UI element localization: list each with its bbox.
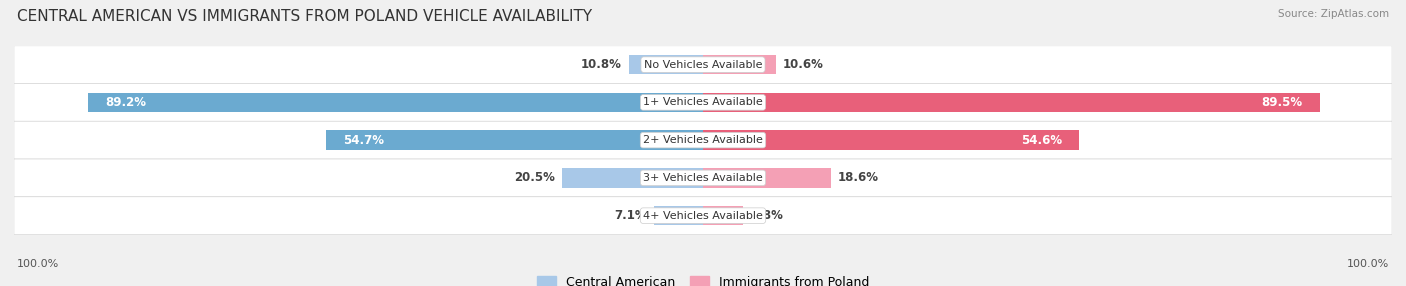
Bar xyxy=(562,168,703,188)
Text: 10.8%: 10.8% xyxy=(581,58,621,71)
Bar xyxy=(703,93,1320,112)
Text: 4+ Vehicles Available: 4+ Vehicles Available xyxy=(643,211,763,221)
Text: 89.2%: 89.2% xyxy=(105,96,146,109)
Text: 54.6%: 54.6% xyxy=(1021,134,1062,147)
Text: Source: ZipAtlas.com: Source: ZipAtlas.com xyxy=(1278,9,1389,19)
Text: 1+ Vehicles Available: 1+ Vehicles Available xyxy=(643,98,763,107)
Bar xyxy=(703,55,776,74)
FancyBboxPatch shape xyxy=(14,197,1392,235)
FancyBboxPatch shape xyxy=(14,121,1392,159)
Text: 20.5%: 20.5% xyxy=(515,171,555,184)
Bar xyxy=(703,130,1080,150)
Bar xyxy=(703,206,742,225)
Bar xyxy=(326,130,703,150)
Bar xyxy=(654,206,703,225)
FancyBboxPatch shape xyxy=(14,84,1392,121)
Text: 5.8%: 5.8% xyxy=(749,209,783,222)
Text: 54.7%: 54.7% xyxy=(343,134,384,147)
Text: 100.0%: 100.0% xyxy=(17,259,59,269)
FancyBboxPatch shape xyxy=(14,46,1392,84)
Text: 89.5%: 89.5% xyxy=(1261,96,1302,109)
Text: 100.0%: 100.0% xyxy=(1347,259,1389,269)
Text: 7.1%: 7.1% xyxy=(614,209,647,222)
Text: CENTRAL AMERICAN VS IMMIGRANTS FROM POLAND VEHICLE AVAILABILITY: CENTRAL AMERICAN VS IMMIGRANTS FROM POLA… xyxy=(17,9,592,23)
Text: 18.6%: 18.6% xyxy=(838,171,879,184)
FancyBboxPatch shape xyxy=(14,159,1392,197)
Text: 10.6%: 10.6% xyxy=(783,58,824,71)
Bar xyxy=(703,168,831,188)
Bar xyxy=(628,55,703,74)
Text: 2+ Vehicles Available: 2+ Vehicles Available xyxy=(643,135,763,145)
Bar xyxy=(89,93,703,112)
Text: No Vehicles Available: No Vehicles Available xyxy=(644,60,762,69)
Text: 3+ Vehicles Available: 3+ Vehicles Available xyxy=(643,173,763,183)
Legend: Central American, Immigrants from Poland: Central American, Immigrants from Poland xyxy=(537,276,869,286)
